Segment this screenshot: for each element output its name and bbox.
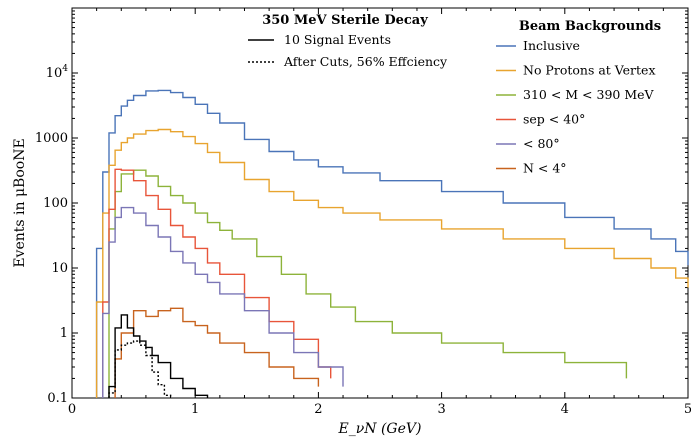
legend-background-title: Beam Backgrounds: [519, 19, 661, 34]
legend-background-label: N < 4°: [523, 161, 567, 176]
legend-background-label: < 80°: [523, 136, 560, 151]
legend-signal-label: After Cuts, 56% Effciency: [283, 54, 448, 69]
series-line-6: [108, 314, 209, 398]
y-tick-label: 0.1: [47, 391, 68, 406]
legend-signal-title: 350 MeV Sterile Decay: [262, 13, 428, 28]
legend-background-label: Inclusive: [523, 38, 580, 53]
y-tick-label: 10: [51, 261, 68, 276]
x-tick-label: 5: [684, 402, 691, 417]
x-tick-label: 0: [68, 402, 76, 417]
y-tick-label: 1000: [35, 131, 68, 146]
series-line-7: [108, 340, 172, 398]
series-line-4: [102, 206, 344, 398]
y-tick-label: 1: [60, 326, 68, 341]
series-line-2: [108, 169, 628, 398]
y-tick-label: 104: [46, 64, 69, 81]
axis-ticks: 0 1 2 3 4 5 0.1 1 10 100 1000 104: [35, 8, 691, 417]
series-layer: [95, 89, 689, 398]
legend-signal: 350 MeV Sterile Decay 10 Signal Events Af…: [248, 13, 448, 69]
legend-background: Beam Backgrounds Inclusive No Protons at …: [496, 19, 661, 176]
y-axis-title: Events in μBooNE: [12, 138, 28, 267]
series-line-3: [102, 168, 332, 398]
series-line-0: [95, 89, 689, 398]
series-line-1: [95, 128, 689, 398]
legend-background-label: sep < 40°: [523, 112, 585, 127]
legend-background-label: No Protons at Vertex: [523, 63, 656, 78]
x-tick-label: 4: [561, 402, 569, 417]
x-axis-title: E_νN (GeV): [338, 421, 422, 437]
legend-signal-label: 10 Signal Events: [284, 32, 391, 47]
x-tick-label: 1: [191, 402, 199, 417]
x-tick-label: 3: [437, 402, 445, 417]
series-line-5: [114, 307, 320, 398]
x-tick-label: 2: [314, 402, 322, 417]
legend-background-label: 310 < M < 390 MeV: [523, 87, 655, 102]
y-tick-label: 100: [43, 196, 68, 211]
